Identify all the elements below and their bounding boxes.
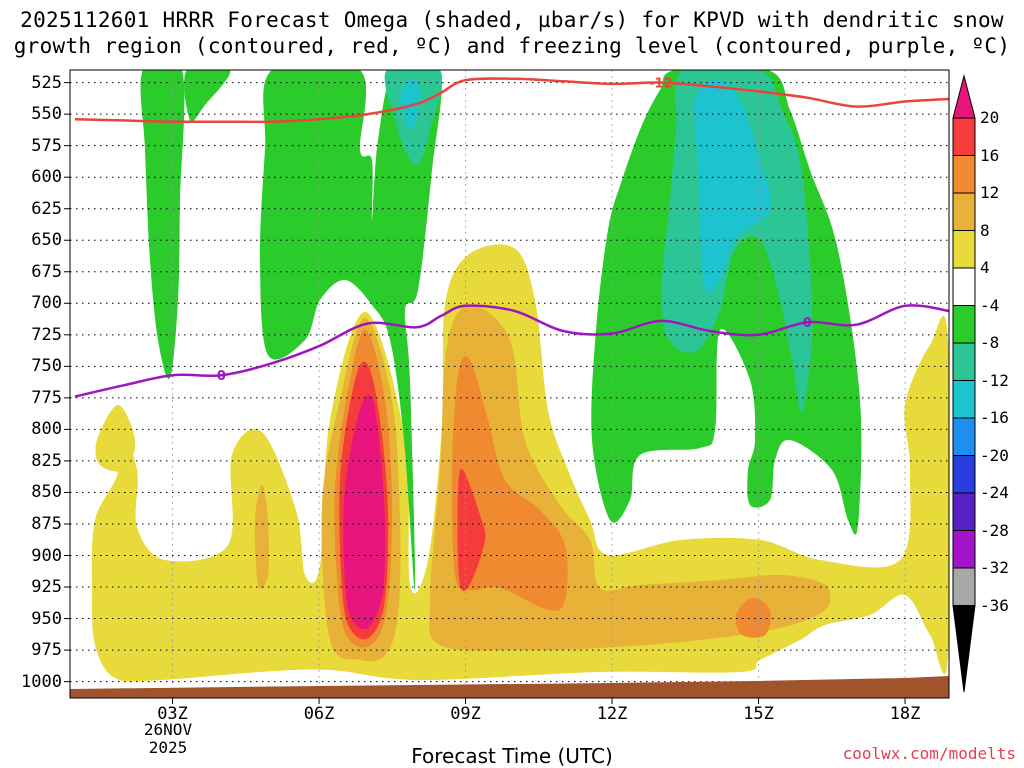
contour-line-0: [74, 77, 949, 124]
colorbar-segment-neg32_neg28: [952, 530, 976, 569]
omega-shaded-region-11: [140, 70, 185, 380]
terrain-surface: [70, 676, 949, 698]
chart-title-line1: 2025112601 HRRR Forecast Omega (shaded, …: [20, 8, 1004, 32]
colorbar-tick-label: -12: [980, 370, 1009, 390]
colorbar-tick-label: 12: [980, 183, 1000, 202]
y-tick-label: 700: [31, 293, 62, 314]
x-tick-marks: [172, 698, 906, 704]
x-tick-label: 09Z: [450, 704, 481, 724]
colorbar-segment-8_12: [952, 192, 976, 231]
colorbar-tick-label: 8: [980, 220, 990, 240]
x-tick-label: 18Z: [889, 704, 921, 724]
omega-shaded-region-1: [95, 405, 136, 472]
y-tick-label: 750: [31, 356, 62, 377]
x-axis-label: Forecast Time (UTC): [411, 744, 613, 768]
omega-shaded-region-12: [184, 70, 231, 122]
y-tick-label: 850: [31, 482, 62, 503]
x-tick-label: 15Z: [743, 704, 774, 724]
y-tick-label: 725: [31, 324, 62, 345]
x-axis-date-day: 26NOV: [143, 720, 193, 739]
contour-label-1: 0: [803, 316, 812, 331]
x-tick-label: 03Z: [157, 704, 188, 724]
y-tick-label: 975: [31, 640, 62, 661]
colorbar-segment-neg36_neg32: [952, 567, 976, 606]
omega-shaded-region-7: [735, 597, 771, 638]
colorbar-tick-label: -20: [980, 445, 1009, 465]
y-tick-label: 1000: [21, 671, 62, 692]
colorbar-tick-label: -24: [980, 483, 1009, 502]
colorbar-segment-neg8_neg4: [952, 305, 976, 344]
y-tick-label: 925: [31, 577, 62, 598]
x-tick-label: 12Z: [596, 704, 628, 724]
colorbar-tick-label: -16: [980, 408, 1009, 427]
contour-label-freezing-left: 0: [217, 369, 226, 384]
plot-area: -12 0 0: [70, 70, 949, 698]
y-tick-label: 675: [31, 261, 62, 282]
colorbar-segment-neg4_4: [952, 267, 976, 306]
colorbar: [952, 74, 976, 693]
y-tick-label: 825: [31, 450, 62, 471]
colorbar-top-arrow: [952, 74, 976, 119]
plot-frame: [69, 69, 950, 699]
omega-shaded-region-13: [259, 70, 442, 591]
y-tick-label: 525: [31, 72, 62, 93]
y-tick-label: 650: [31, 230, 62, 251]
y-tick-label: 550: [31, 104, 62, 125]
colorbar-tick-label: -4: [980, 295, 1000, 315]
y-tick-label: 800: [31, 419, 62, 440]
chart-title-line2: growth region (contoured, red, ºC) and f…: [13, 34, 1011, 58]
credit-text: coolwx.com/modelts: [842, 744, 1016, 763]
omega-shaded-region-9: [457, 468, 486, 592]
y-tick-marks: [64, 82, 70, 683]
x-axis-date-year: 2025: [148, 738, 188, 757]
colorbar-segment-neg28_neg24: [952, 492, 976, 531]
y-tick-label: 950: [31, 608, 62, 629]
y-tick-label: 575: [31, 135, 62, 156]
colorbar-tick-label: -36: [980, 595, 1009, 615]
colorbar-segment-neg12_neg8: [952, 342, 976, 381]
x-tick-label: 06Z: [303, 704, 335, 724]
colorbar-tick-label: -28: [980, 520, 1009, 540]
colorbar-segment-neg24_neg20: [952, 455, 976, 494]
y-tick-label: 625: [31, 198, 62, 219]
colorbar-bottom-arrow: [952, 605, 976, 693]
colorbar-tick-label: 16: [980, 145, 1000, 165]
y-tick-label: 900: [31, 545, 62, 566]
colorbar-segment-16_20: [952, 117, 976, 156]
colorbar-tick-label: -8: [980, 333, 1000, 352]
omega-shading: [91, 70, 949, 682]
colorbar-segment-neg16_neg12: [952, 380, 976, 419]
colorbar-tick-label: 20: [980, 108, 1000, 127]
y-tick-label: 600: [31, 167, 62, 188]
omega-shaded-region-10: [343, 394, 386, 630]
colorbar-segment-12_16: [952, 155, 976, 194]
colorbar-tick-label: -32: [980, 558, 1009, 577]
y-tick-label: 775: [31, 387, 62, 408]
colorbar-segment-4_8: [952, 230, 976, 269]
omega-shaded-region-4: [254, 485, 270, 589]
colorbar-tick-label: 4: [980, 258, 990, 277]
contour-label-0: -12: [649, 77, 673, 92]
colorbar-segment-neg20_neg16: [952, 417, 976, 456]
y-tick-label: 875: [31, 513, 62, 534]
contour-line-1: [74, 304, 949, 398]
contour-lines: -12 0 0: [74, 77, 949, 398]
omega-shaded-region-15: [747, 461, 764, 503]
